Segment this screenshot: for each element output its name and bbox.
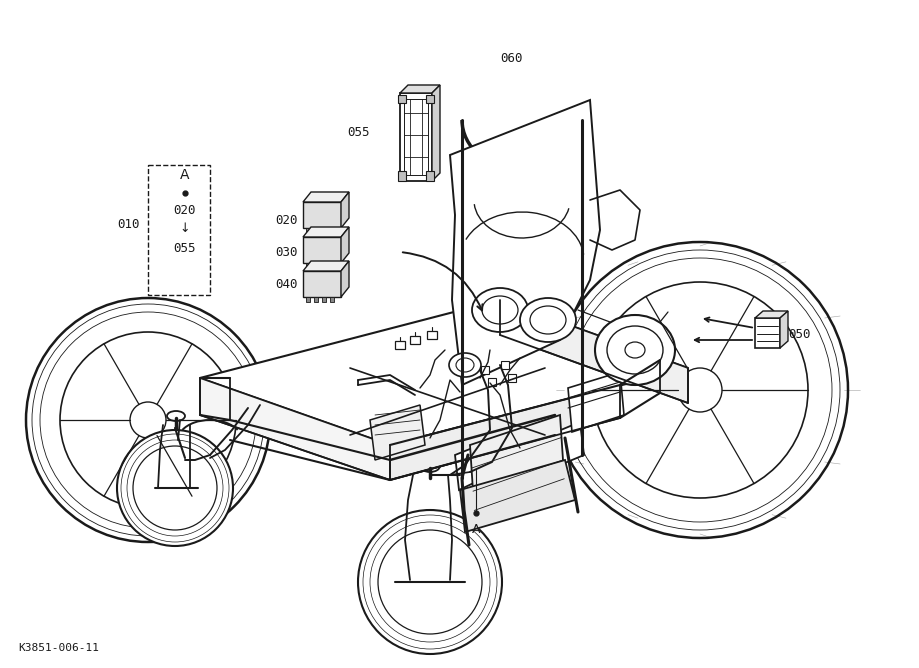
Ellipse shape: [624, 342, 644, 358]
Text: 020: 020: [174, 204, 196, 216]
Ellipse shape: [378, 530, 482, 634]
Polygon shape: [754, 311, 788, 318]
Text: 055: 055: [174, 242, 196, 255]
Polygon shape: [455, 445, 483, 490]
Text: A: A: [471, 523, 480, 536]
Polygon shape: [501, 361, 508, 369]
Polygon shape: [341, 227, 348, 263]
Polygon shape: [302, 237, 341, 263]
Bar: [148, 165, 210, 295]
Polygon shape: [555, 422, 584, 465]
Polygon shape: [302, 261, 348, 271]
Polygon shape: [400, 85, 439, 93]
Polygon shape: [425, 171, 434, 181]
Polygon shape: [398, 95, 405, 103]
Polygon shape: [322, 263, 325, 268]
Text: 060: 060: [499, 51, 522, 65]
Polygon shape: [199, 300, 687, 445]
Polygon shape: [306, 297, 310, 302]
Polygon shape: [330, 228, 334, 233]
Polygon shape: [425, 95, 434, 103]
Ellipse shape: [529, 306, 565, 334]
Polygon shape: [313, 297, 318, 302]
Ellipse shape: [26, 298, 269, 542]
Polygon shape: [341, 261, 348, 297]
Ellipse shape: [133, 446, 217, 530]
Text: 030: 030: [275, 246, 298, 259]
Ellipse shape: [117, 430, 233, 546]
Text: K3851-006-11: K3851-006-11: [18, 643, 99, 653]
Polygon shape: [398, 171, 405, 181]
Text: 040: 040: [275, 279, 298, 291]
Polygon shape: [507, 374, 516, 382]
Text: 055: 055: [347, 126, 369, 138]
Polygon shape: [330, 297, 334, 302]
Polygon shape: [403, 99, 427, 175]
Text: A: A: [180, 168, 189, 182]
Polygon shape: [302, 192, 348, 202]
Polygon shape: [470, 415, 564, 522]
Polygon shape: [306, 228, 310, 233]
Ellipse shape: [130, 402, 165, 438]
Polygon shape: [330, 263, 334, 268]
Ellipse shape: [456, 358, 473, 372]
Polygon shape: [426, 331, 437, 339]
Ellipse shape: [482, 296, 517, 324]
Polygon shape: [394, 341, 404, 349]
Polygon shape: [390, 385, 619, 480]
Ellipse shape: [519, 298, 575, 342]
Polygon shape: [322, 297, 325, 302]
Ellipse shape: [167, 411, 185, 421]
Ellipse shape: [420, 460, 439, 472]
Polygon shape: [449, 100, 599, 385]
Ellipse shape: [607, 326, 663, 374]
Polygon shape: [313, 263, 318, 268]
Ellipse shape: [595, 315, 675, 385]
Ellipse shape: [591, 282, 807, 498]
Polygon shape: [302, 227, 348, 237]
Text: 010: 010: [118, 218, 140, 232]
Polygon shape: [432, 85, 439, 181]
Polygon shape: [499, 300, 687, 403]
Polygon shape: [567, 372, 623, 432]
Text: 020: 020: [275, 214, 298, 226]
Ellipse shape: [448, 353, 481, 377]
Polygon shape: [199, 378, 390, 480]
Polygon shape: [460, 460, 574, 532]
Polygon shape: [481, 366, 489, 374]
Ellipse shape: [471, 288, 528, 332]
Polygon shape: [487, 378, 495, 386]
Polygon shape: [302, 271, 341, 297]
Polygon shape: [779, 311, 788, 348]
Polygon shape: [754, 318, 779, 348]
Polygon shape: [306, 263, 310, 268]
Polygon shape: [369, 405, 425, 460]
Polygon shape: [400, 93, 432, 181]
Polygon shape: [313, 228, 318, 233]
Polygon shape: [302, 202, 341, 228]
Text: ↓: ↓: [179, 222, 190, 234]
Polygon shape: [322, 228, 325, 233]
Ellipse shape: [60, 332, 236, 508]
Text: 050: 050: [788, 329, 810, 341]
Polygon shape: [341, 192, 348, 228]
Ellipse shape: [357, 510, 502, 654]
Polygon shape: [410, 336, 420, 344]
Ellipse shape: [551, 242, 847, 538]
Ellipse shape: [677, 368, 721, 412]
